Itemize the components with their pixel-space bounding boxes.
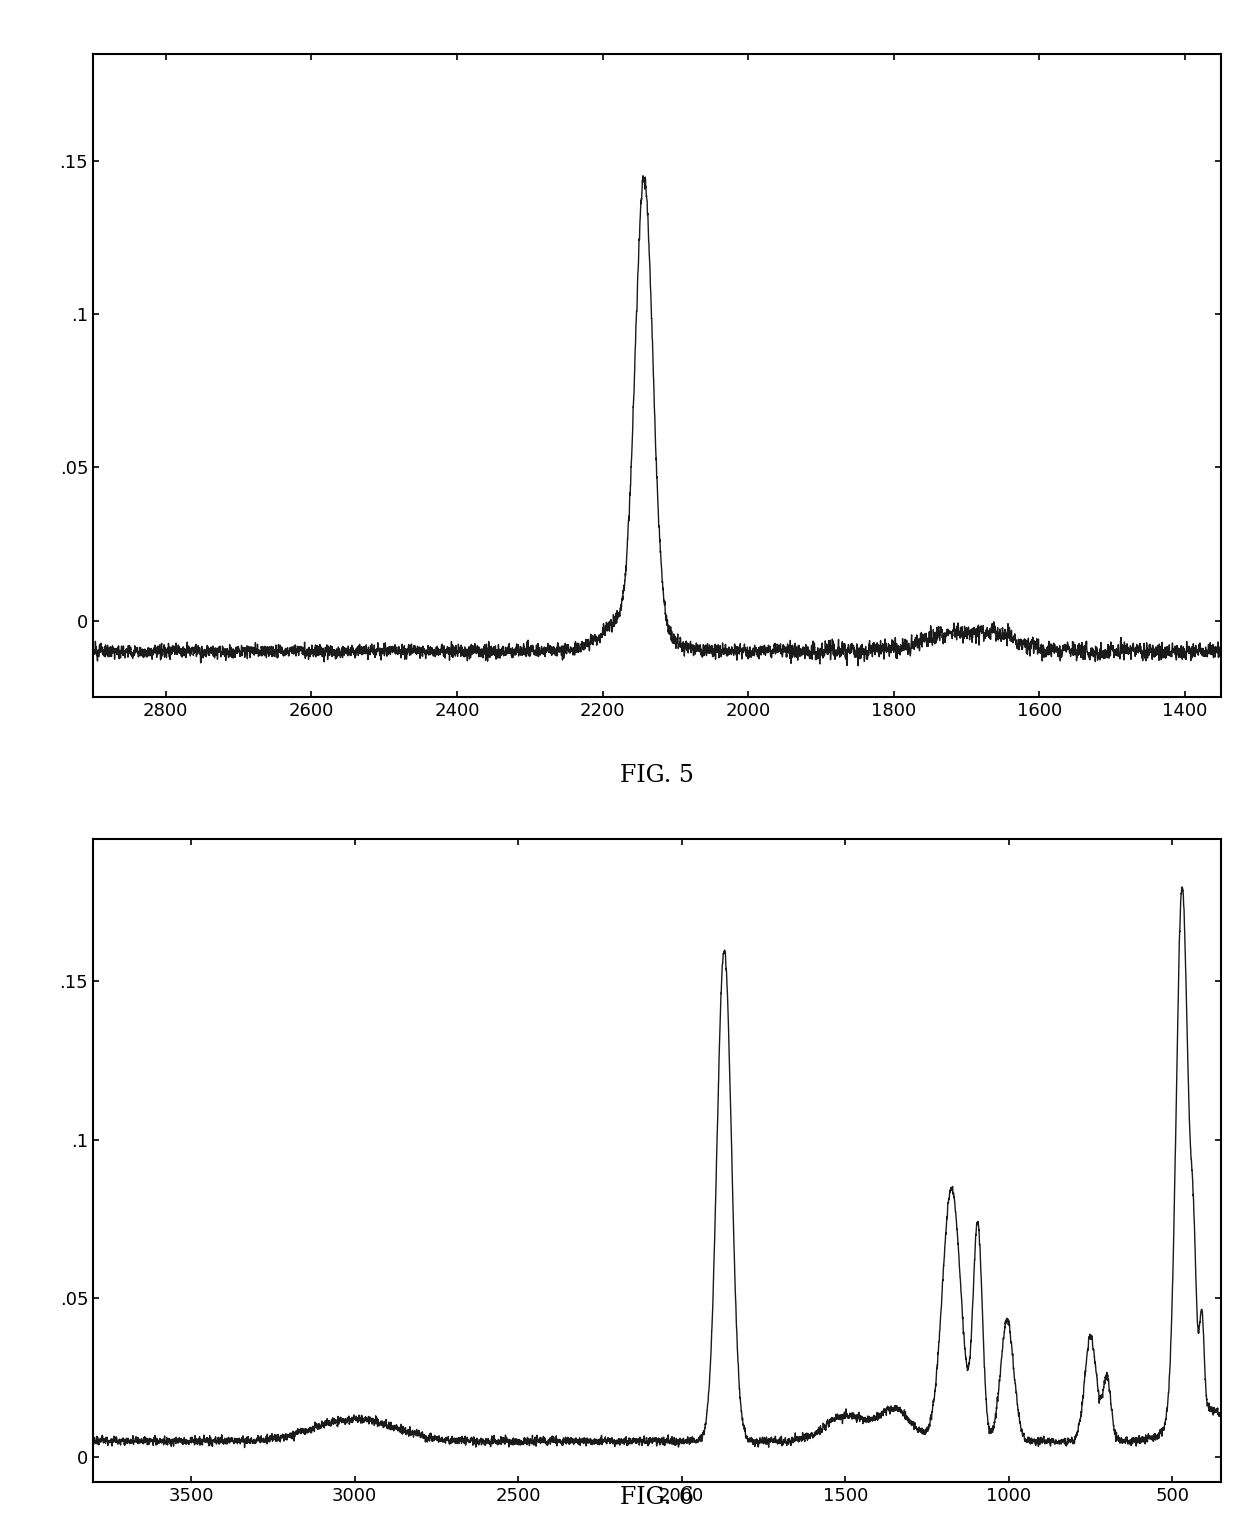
Text: FIG. 5: FIG. 5 <box>620 765 694 786</box>
Text: FIG. 6: FIG. 6 <box>620 1487 694 1508</box>
